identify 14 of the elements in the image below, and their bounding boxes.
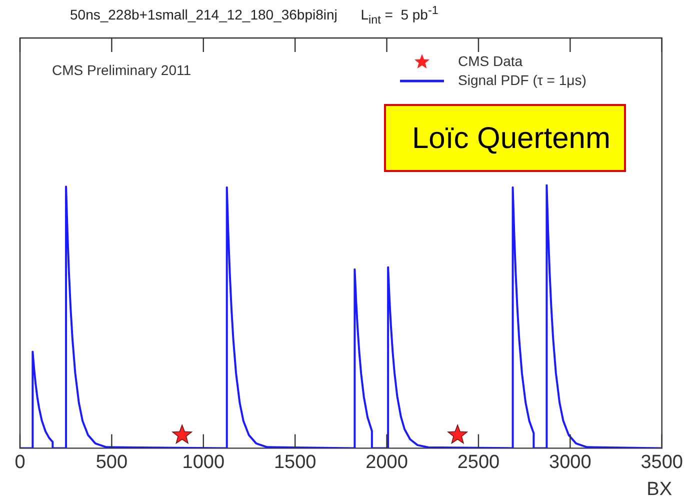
legend-label: CMS Data [458,52,523,71]
x-tick-label: 1500 [274,452,316,473]
x-tick-label: 3000 [549,452,592,473]
legend-label: Signal PDF (τ = 1μs) [458,71,586,90]
x-tick-label: 0 [14,452,26,473]
text: Loïc Quertenm [384,104,626,172]
x-tick-label: 1000 [182,452,225,473]
x-tick-label: 2000 [366,452,408,473]
x-axis-title: BX [646,479,672,501]
text: CMS Preliminary 2011 [52,62,192,78]
x-tick-label: 3500 [640,452,684,473]
chart-title: 50ns_228b+1small_214_12_180_36bpi8inj L$_{int}$ = 5 pb$^{-1}$ [70,4,438,26]
x-tick-label: 500 [96,452,128,473]
x-tick-label: 2500 [457,452,500,473]
